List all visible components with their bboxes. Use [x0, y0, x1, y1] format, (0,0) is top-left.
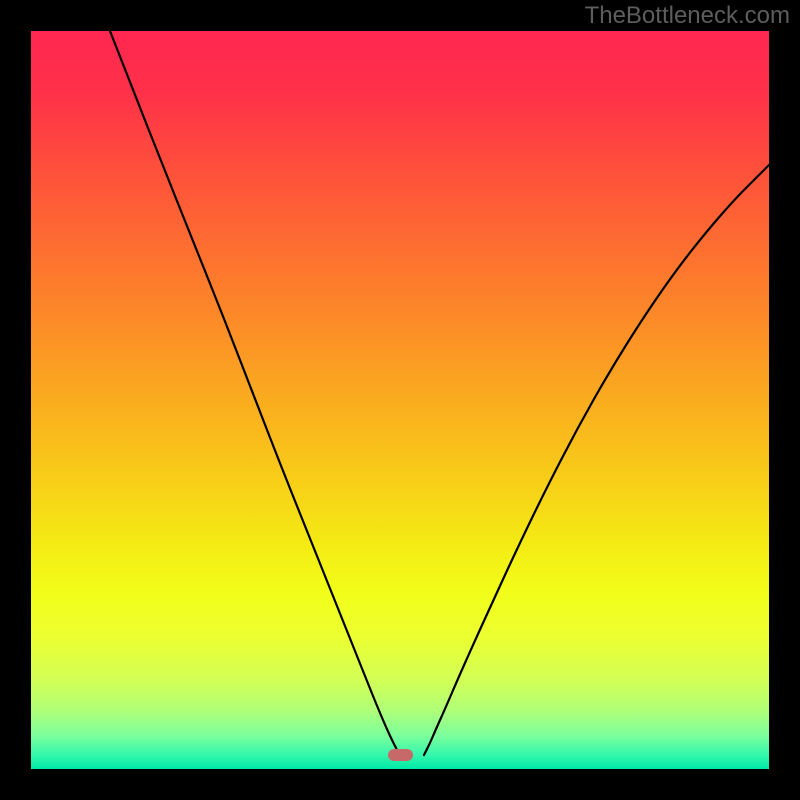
- plot-area: [31, 31, 769, 769]
- chart-frame: TheBottleneck.com: [0, 0, 800, 800]
- minimum-marker: [388, 749, 413, 761]
- watermark-text: TheBottleneck.com: [585, 2, 790, 30]
